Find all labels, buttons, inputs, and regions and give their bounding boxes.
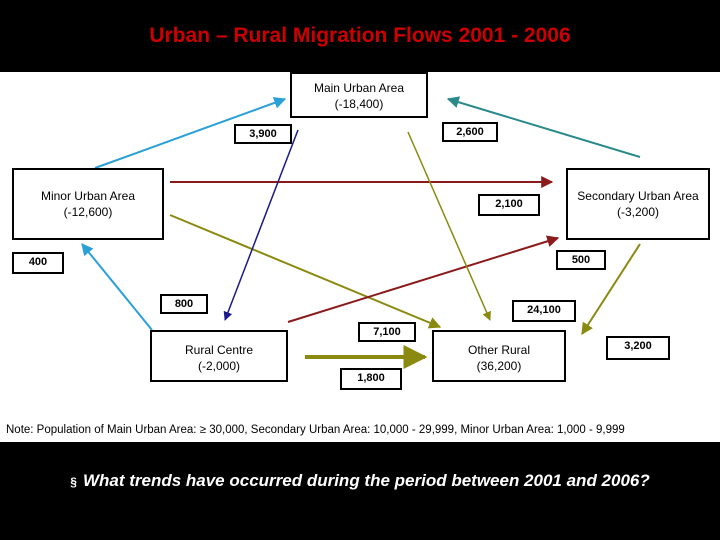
node-main-urban: Main Urban Area (-18,400) <box>290 72 428 118</box>
flow-label-7100: 7,100 <box>358 322 416 342</box>
arrow-rural-centre-to-secondary <box>287 235 560 323</box>
node-minor-urban: Minor Urban Area (-12,600) <box>12 168 164 240</box>
node-secondary-urban: Secondary Urban Area (-3,200) <box>566 168 710 240</box>
flow-label-3200: 3,200 <box>606 336 670 360</box>
population-note: Note: Population of Main Urban Area: ≥ 3… <box>6 424 625 436</box>
node-main-urban-change: (-18,400) <box>334 97 384 111</box>
arrow-minor-to-main <box>94 97 287 169</box>
node-minor-urban-name: Minor Urban Area <box>40 189 136 203</box>
node-rural-centre-name: Rural Centre <box>184 343 254 357</box>
question-label: What trends have occurred during the per… <box>82 471 650 490</box>
flow-label-2600: 2,600 <box>442 122 498 142</box>
node-minor-urban-change: (-12,600) <box>63 205 113 219</box>
node-other-rural-name: Other Rural <box>467 343 531 357</box>
diagram-panel: Main Urban Area (-18,400) Minor Urban Ar… <box>0 72 720 442</box>
flow-arrows <box>81 96 641 369</box>
flow-label-3900: 3,900 <box>234 124 292 144</box>
flow-label-400: 400 <box>12 252 64 274</box>
node-other-rural-change: (36,200) <box>476 359 522 373</box>
arrow-secondary-to-main <box>446 96 641 158</box>
title-bar: Urban – Rural Migration Flows 2001 - 200… <box>0 0 720 72</box>
node-main-urban-name: Main Urban Area <box>313 81 405 95</box>
node-secondary-urban-change: (-3,200) <box>616 205 660 219</box>
arrow-minor-to-other-rural <box>169 214 442 329</box>
flow-label-24100: 24,100 <box>512 300 576 322</box>
node-other-rural: Other Rural (36,200) <box>432 330 566 382</box>
node-secondary-urban-name: Secondary Urban Area <box>577 189 699 203</box>
arrow-main-to-rural-centre <box>223 129 299 321</box>
flow-label-800: 800 <box>160 294 208 314</box>
bullet-icon: § <box>70 475 77 489</box>
flow-label-500: 500 <box>556 250 606 270</box>
arrow-other-rural-to-minor <box>81 243 153 331</box>
node-rural-centre: Rural Centre (-2,000) <box>150 330 288 382</box>
slide-title: Urban – Rural Migration Flows 2001 - 200… <box>149 24 571 47</box>
flow-label-2100: 2,100 <box>478 194 540 216</box>
flow-label-1800: 1,800 <box>340 368 402 390</box>
question-text: § What trends have occurred during the pe… <box>0 470 720 493</box>
arrow-secondary-to-other-rural <box>581 243 641 336</box>
arrow-main-to-other-rural <box>407 131 491 321</box>
node-rural-centre-change: (-2,000) <box>197 359 241 373</box>
